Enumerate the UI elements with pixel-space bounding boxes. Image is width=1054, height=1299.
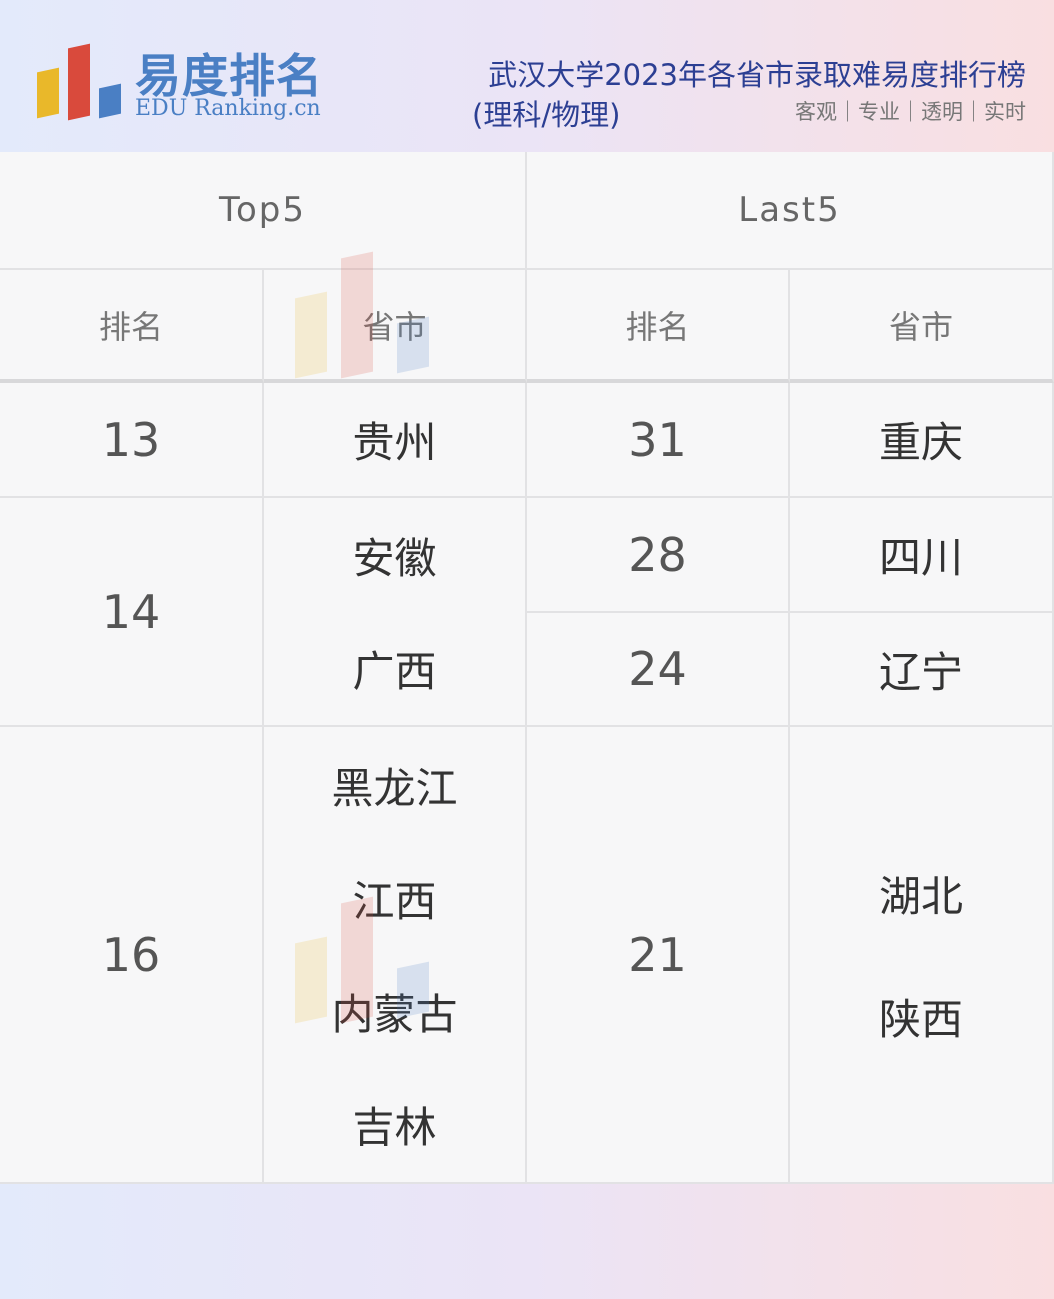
logo-url: EDU Ranking.cn: [135, 96, 321, 121]
footer-band: [0, 1184, 1054, 1299]
tagline: 客观｜专业｜透明｜实时: [795, 100, 1026, 124]
column-header-province: 省市: [790, 270, 1054, 383]
province-name: 内蒙古: [331, 989, 458, 1039]
province-cell: 四川: [790, 498, 1054, 613]
page-title: 武汉大学2023年各省市录取难易度排行榜: [488, 58, 1026, 92]
group-header-last5: Last5: [527, 152, 1054, 270]
group-header-top5: Top5: [0, 152, 527, 270]
province-name: 安徽: [352, 533, 437, 583]
province-cell: 湖北 陕西: [790, 727, 1054, 1184]
rank-cell: 21: [527, 727, 790, 1184]
province-name: 江西: [352, 876, 437, 926]
province-name: 吉林: [352, 1102, 437, 1152]
column-header-rank: 排名: [0, 270, 264, 383]
page-subtitle: (理科/物理): [472, 98, 621, 132]
rank-cell: 16: [0, 727, 264, 1184]
province-cell: 黑龙江 江西 内蒙古 吉林: [264, 727, 527, 1184]
province-cell: 重庆: [790, 383, 1054, 498]
province-cell: 贵州: [264, 383, 527, 498]
column-header-province: 省市: [264, 270, 527, 383]
rank-cell: 13: [0, 383, 264, 498]
column-header-rank: 排名: [527, 270, 790, 383]
province-name: 湖北: [878, 871, 963, 921]
logo-text: 易度排名: [135, 49, 323, 103]
header: 易度排名 EDU Ranking.cn 武汉大学2023年各省市录取难易度排行榜…: [0, 0, 1054, 152]
rank-cell: 31: [527, 383, 790, 498]
province-cell: 安徽 广西: [264, 498, 527, 727]
province-name: 广西: [352, 646, 437, 696]
rank-cell: 28: [527, 498, 790, 613]
province-cell: 辽宁: [790, 613, 1054, 727]
rank-cell: 24: [527, 613, 790, 727]
province-name: 黑龙江: [331, 763, 458, 813]
rank-cell: 14: [0, 498, 264, 727]
province-name: 陕西: [878, 994, 963, 1044]
